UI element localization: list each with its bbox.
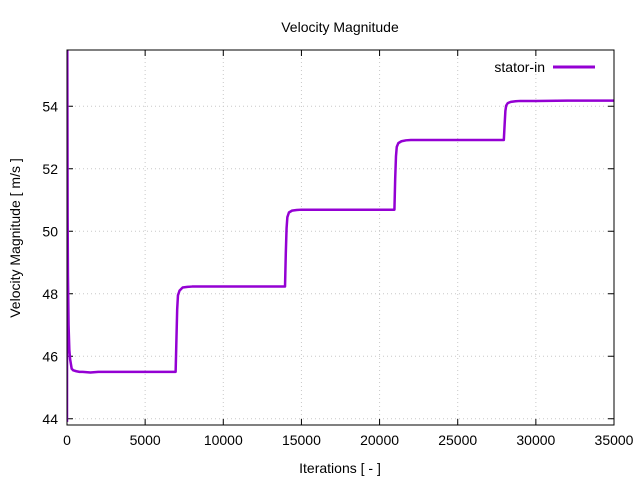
- y-tick-label: 46: [42, 348, 58, 364]
- series-line-stator-in: [67, 50, 614, 422]
- x-tick-label: 20000: [360, 432, 399, 448]
- plot-frame: [66, 49, 615, 426]
- y-tick-label: 54: [42, 98, 58, 114]
- legend: stator-in: [494, 59, 595, 75]
- legend-label-stator-in: stator-in: [494, 59, 545, 75]
- y-tick-label: 52: [42, 161, 58, 177]
- x-tick-label: 25000: [438, 432, 477, 448]
- x-tick-label: 15000: [282, 432, 321, 448]
- x-tick-label: 35000: [595, 432, 634, 448]
- x-tick-label: 5000: [130, 432, 161, 448]
- chart-title: Velocity Magnitude: [281, 19, 399, 35]
- x-tick-label: 0: [63, 432, 71, 448]
- y-tick-label: 44: [42, 411, 58, 427]
- x-axis-label: Iterations [ - ]: [299, 460, 381, 476]
- x-tick-label: 30000: [516, 432, 555, 448]
- y-tick-label: 48: [42, 286, 58, 302]
- y-tick-labels: 44 46 48 50 52 54: [42, 98, 58, 427]
- grid-lines: [67, 50, 614, 425]
- y-axis-label: Velocity Magnitude [ m/s ]: [7, 158, 23, 318]
- x-tick-labels: 0 5000 10000 15000 20000 25000 30000 35000: [63, 432, 634, 448]
- x-tick-label: 10000: [204, 432, 243, 448]
- y-tick-label: 50: [42, 223, 58, 239]
